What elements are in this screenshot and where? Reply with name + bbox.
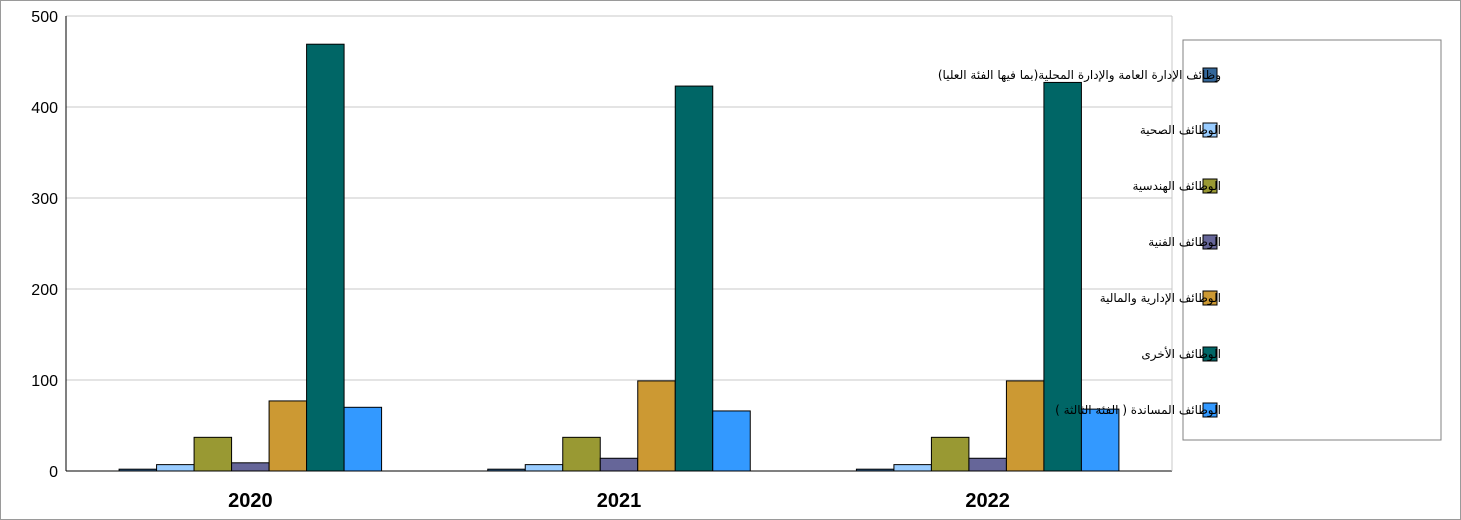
y-tick-label: 400 xyxy=(31,100,58,117)
legend-swatch xyxy=(1202,234,1218,250)
y-tick-label: 300 xyxy=(31,191,58,208)
x-category-label: 2020 xyxy=(228,490,273,512)
y-tick-label: 0 xyxy=(49,464,58,481)
bar xyxy=(637,380,676,472)
legend-label: الوظائف الصحية xyxy=(1140,123,1221,138)
legend-label: الوظائف الفنية xyxy=(1148,235,1221,250)
bar xyxy=(930,436,970,472)
bar xyxy=(599,457,639,472)
bar xyxy=(118,468,158,472)
bar xyxy=(562,436,601,472)
bar xyxy=(524,464,564,472)
bar xyxy=(968,457,1007,472)
legend-label: الوظائف الإدارية والمالية xyxy=(1100,291,1221,306)
bar xyxy=(712,410,751,472)
y-tick-label: 100 xyxy=(31,373,58,390)
bar xyxy=(268,400,308,472)
y-tick-label: 500 xyxy=(31,9,58,26)
legend-swatch xyxy=(1202,346,1218,362)
legend-swatch xyxy=(1202,402,1218,418)
bar xyxy=(487,468,526,472)
bar xyxy=(343,406,383,472)
bar xyxy=(193,436,233,472)
legend-swatch xyxy=(1202,178,1218,194)
bar xyxy=(1080,408,1120,472)
legend-label: الوظائف المساندة ( الفئة الثالثة ) xyxy=(1055,403,1221,418)
legend-swatch xyxy=(1202,290,1218,306)
bar xyxy=(306,43,345,472)
legend-swatch xyxy=(1202,122,1218,138)
bar xyxy=(1005,380,1045,472)
bar xyxy=(1043,81,1082,472)
bar xyxy=(156,464,195,472)
legend-label: الوظائف الهندسية xyxy=(1132,179,1221,194)
y-tick-label: 200 xyxy=(31,282,58,299)
legend-label: وظائف الإدارة العامة والإدارة المحلية(بم… xyxy=(938,68,1221,83)
bar xyxy=(674,85,714,472)
x-category-label: 2021 xyxy=(597,490,642,512)
legend-swatch xyxy=(1202,67,1218,83)
legend-box xyxy=(1182,39,1442,441)
bar xyxy=(893,464,932,472)
legend-label: الوظائف الأخرى xyxy=(1141,346,1221,362)
bar xyxy=(855,468,895,472)
bar xyxy=(231,462,270,472)
x-category-label: 2022 xyxy=(965,490,1010,512)
